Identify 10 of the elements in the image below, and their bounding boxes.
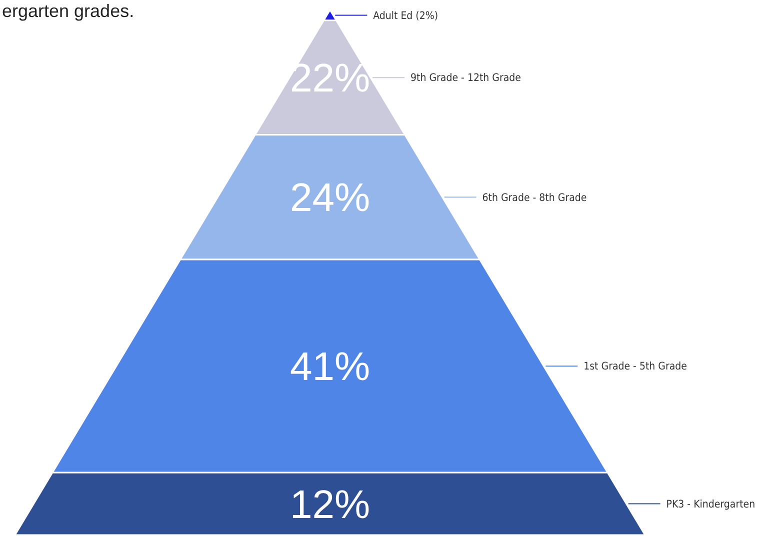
category-label: PK3 - Kindergarten bbox=[666, 498, 756, 510]
category-label: 6th Grade - 8th Grade bbox=[482, 192, 587, 204]
data-label: 24% bbox=[290, 176, 370, 220]
category-label: Adult Ed bbox=[373, 10, 413, 22]
data-label: 12% bbox=[290, 482, 370, 527]
category-label: 9th Grade - 12th Grade bbox=[410, 72, 522, 84]
category-label: 1st Grade - 5th Grade bbox=[584, 360, 688, 373]
data-label: 41% bbox=[290, 345, 370, 390]
data-label: (2%) bbox=[412, 10, 438, 22]
text: ergarten grades. bbox=[2, 1, 134, 21]
